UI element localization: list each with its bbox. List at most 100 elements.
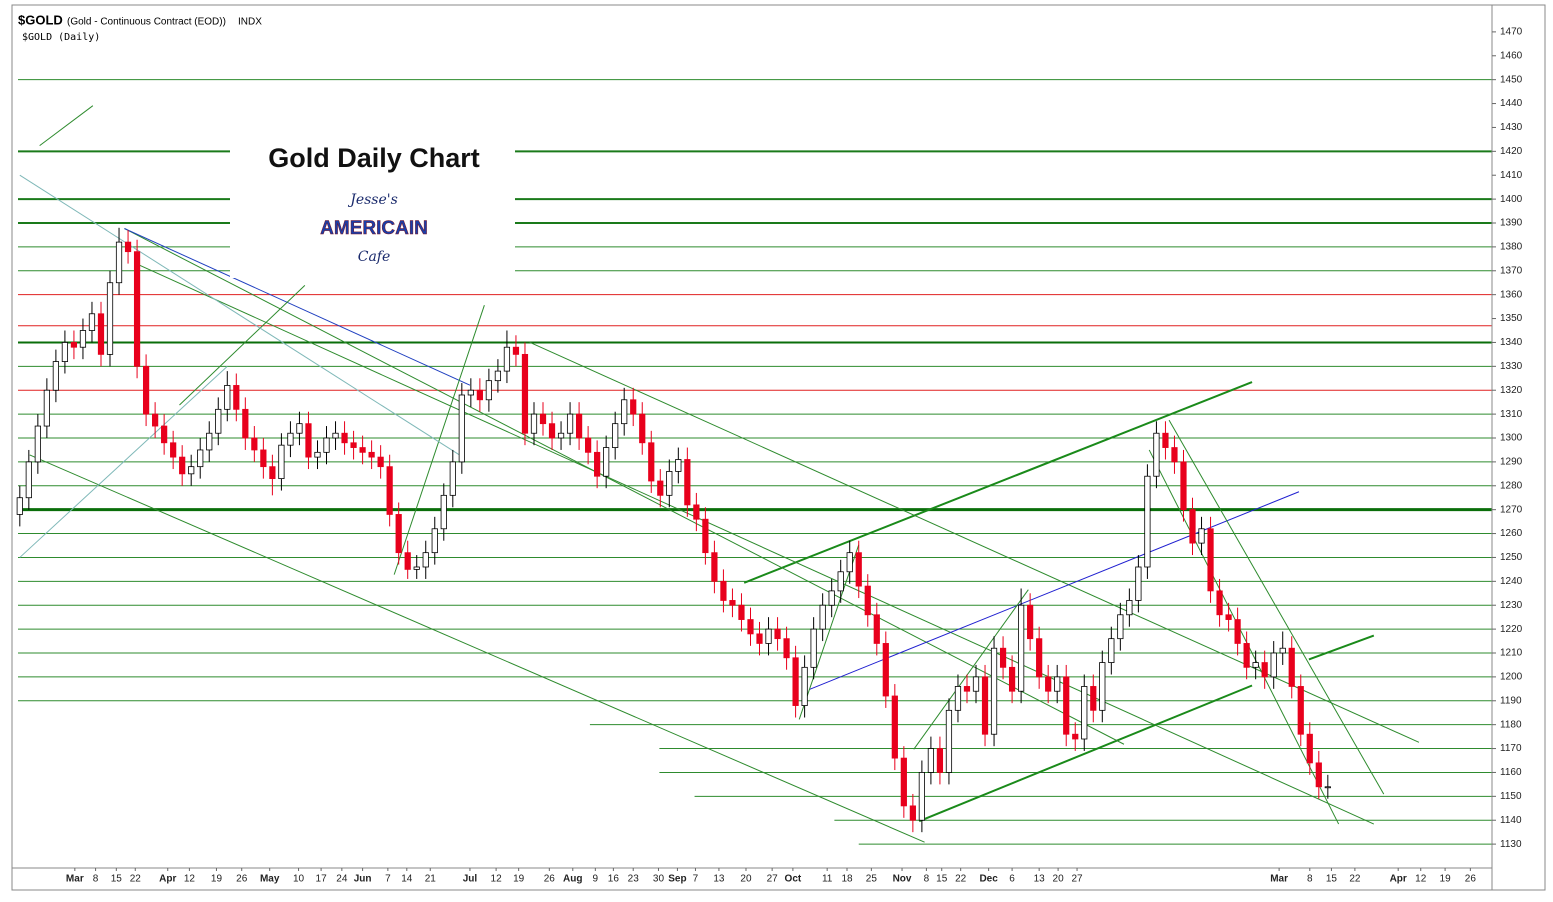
trend-line [1308,634,1375,661]
exchange: INDX [238,17,262,28]
x-tick-label: 22 [1349,874,1361,885]
candle-body [233,385,240,410]
y-tick-label: 1250 [1500,552,1523,563]
candle-body [918,772,925,821]
candle-body [1324,786,1331,789]
candle-body [557,432,565,439]
candle-body [197,449,204,468]
y-tick-label: 1180 [1500,719,1522,730]
candle-body [945,709,953,773]
x-tick-label: 8 [1307,874,1313,885]
candle-body [1108,638,1115,663]
candle-body [422,552,429,568]
candle-body [837,571,844,592]
y-tick-label: 1130 [1500,839,1522,850]
x-tick-label: Dec [979,874,998,885]
y-tick-label: 1150 [1500,791,1522,802]
candle-body [404,552,411,570]
description: (Gold - Continuous Contract (EOD)) [67,17,226,28]
trend-line [19,174,460,456]
candle-body [1180,461,1187,511]
y-tick-label: 1210 [1500,648,1523,659]
candle-body [1162,432,1169,448]
x-tick-label: 19 [211,874,223,885]
candle-body [684,459,691,506]
candle-body [774,628,781,640]
x-tick-label: 16 [608,874,620,885]
candle-body [603,447,610,477]
candle-body [1036,638,1043,678]
candle-body [260,449,267,468]
candle-body [873,614,880,644]
x-tick-label: 23 [628,874,640,885]
x-tick-label: 11 [822,874,833,885]
candle-body [368,451,375,458]
candle-body [152,413,159,427]
trend-line [918,684,1253,823]
candle-body [1297,686,1304,735]
candle-body [1117,614,1124,640]
candle-body [1252,662,1259,668]
candle-body [927,748,935,773]
y-tick-label: 1440 [1500,98,1523,109]
x-tick-label: Nov [893,874,912,885]
candle-body [783,638,790,659]
logo-text: Jesse's [347,192,398,208]
x-tick-label: 15 [1326,874,1338,885]
candle-body [485,380,492,401]
candle-body [1171,447,1178,463]
y-tick-label: 1470 [1500,27,1523,38]
x-tick-label: 9 [593,874,599,885]
candle-body [999,647,1007,668]
x-tick-label: 8 [93,874,99,885]
y-tick-label: 1350 [1500,313,1523,324]
candle-body [1189,509,1196,544]
candle-body [693,504,700,520]
candle-body [882,643,889,697]
y-tick-label: 1260 [1500,528,1523,539]
candle-body [702,518,709,554]
candle-body [1207,528,1214,592]
candle-body [305,423,312,458]
candle-body [188,466,195,475]
candle-body [314,451,321,458]
title-backdrop [230,140,515,278]
y-tick-label: 1200 [1500,672,1523,683]
x-tick-label: 8 [924,874,930,885]
candle-body [990,647,998,735]
candle-body [467,389,474,396]
x-tick-label: 15 [936,874,948,885]
candle-body [1270,652,1277,678]
y-tick-label: 1450 [1500,74,1523,85]
trend-line [19,365,228,558]
x-tick-label: 27 [767,874,779,885]
candle-body [828,590,835,606]
y-tick-label: 1230 [1500,600,1523,611]
candle-body [52,361,59,391]
candle-body [1027,604,1034,640]
x-tick-label: 30 [653,874,665,885]
y-tick-label: 1410 [1500,170,1523,181]
candle-body [377,456,384,468]
y-tick-label: 1140 [1500,815,1522,826]
x-tick-label: 24 [336,874,348,885]
y-tick-label: 1430 [1500,122,1523,133]
x-tick-label: 20 [1053,874,1065,885]
candle-body [386,466,393,515]
candle-body [909,805,916,821]
x-tick-label: 12 [1415,874,1427,885]
candle-body [332,432,339,439]
candle-body [494,370,502,382]
logo-text: Cafe [358,249,391,265]
y-tick-label: 1420 [1500,146,1523,157]
x-tick-label: Aug [563,874,582,885]
x-tick-label: Apr [1390,874,1407,885]
candle-body [530,413,538,434]
y-tick-label: 1380 [1500,242,1523,253]
candle-body [170,442,177,458]
candle-body [1153,432,1160,477]
candle-body [142,365,150,415]
candle-body [1261,662,1268,678]
x-tick-label: 27 [1071,874,1083,885]
